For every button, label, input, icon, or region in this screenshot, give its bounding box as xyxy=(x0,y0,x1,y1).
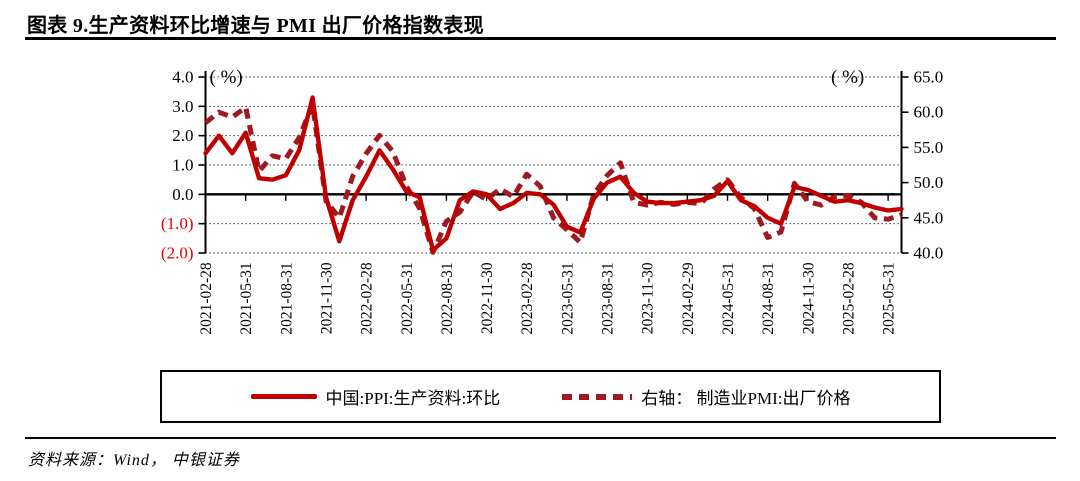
right-axis-unit-label: ( %) xyxy=(831,67,864,88)
pmi-dashed-line-sample xyxy=(562,393,633,400)
x-axis-date-label: 2023-05-31 xyxy=(559,262,576,334)
figure-bottom-rule xyxy=(25,437,1056,439)
x-axis-date-label: 2024-11-30 xyxy=(800,262,817,334)
left-axis-unit-label: ( %) xyxy=(210,67,243,88)
left-axis-tick-label: 4.0 xyxy=(172,68,193,87)
left-axis-tick-label: 2.0 xyxy=(172,126,193,145)
ppi-solid-line-sample xyxy=(250,394,317,399)
legend-item-ppi: 中国:PPI:生产资料:环比 xyxy=(250,384,501,409)
x-axis-date-label: 2022-05-31 xyxy=(399,262,416,334)
x-axis-date-label: 2025-05-31 xyxy=(881,262,898,334)
left-axis-tick-label: (1.0) xyxy=(161,214,194,233)
right-axis-tick-label: 50.0 xyxy=(914,173,944,192)
x-axis-date-label: 2024-02-29 xyxy=(680,262,697,335)
pmi-legend-label: 右轴： 制造业PMI:出厂价格 xyxy=(641,389,851,408)
right-axis-tick-label: 40.0 xyxy=(914,244,944,263)
x-axis-date-label: 2021-08-31 xyxy=(278,262,295,334)
x-axis-date-label: 2021-02-28 xyxy=(198,262,215,335)
x-axis-date-label: 2025-02-28 xyxy=(840,262,857,335)
x-axis-date-label: 2021-11-30 xyxy=(318,262,335,334)
x-axis-date-label: 2022-11-30 xyxy=(479,262,496,334)
ppi-legend-label: 中国:PPI:生产资料:环比 xyxy=(325,389,501,408)
pmi-dashed-line xyxy=(203,102,903,255)
x-axis-date-label: 2022-08-31 xyxy=(439,262,456,334)
legend-item-pmi: 右轴： 制造业PMI:出厂价格 xyxy=(562,384,850,409)
left-axis-tick-label: 1.0 xyxy=(172,156,193,175)
chart-legend: 中国:PPI:生产资料:环比 右轴： 制造业PMI:出厂价格 xyxy=(160,370,941,423)
title-underline xyxy=(25,37,1056,40)
x-axis-date-label: 2023-08-31 xyxy=(600,262,617,334)
x-axis-date-label: 2024-05-31 xyxy=(720,262,737,334)
x-axis-date-label: 2024-08-31 xyxy=(760,262,777,334)
source-note: 资料来源：Wind， 中银证券 xyxy=(28,452,240,469)
left-axis-tick-label: 0.0 xyxy=(172,185,193,204)
right-axis-tick-label: 60.0 xyxy=(914,103,944,122)
left-axis-tick-label: (2.0) xyxy=(161,244,194,263)
right-axis-tick-label: 45.0 xyxy=(914,208,944,227)
ppi-solid-line xyxy=(203,95,904,253)
x-axis-date-label: 2023-11-30 xyxy=(640,262,657,334)
x-axis-date-label: 2022-02-28 xyxy=(359,262,376,335)
x-axis-date-label: 2023-02-28 xyxy=(519,262,536,335)
figure-title: 图表 9.生产资料环比增速与 PMI 出厂价格指数表现 xyxy=(27,15,484,37)
left-axis-tick-label: 3.0 xyxy=(172,97,193,116)
right-axis-tick-label: 65.0 xyxy=(914,68,944,87)
right-axis-tick-label: 55.0 xyxy=(914,138,944,157)
x-axis-date-label: 2021-05-31 xyxy=(238,262,255,334)
